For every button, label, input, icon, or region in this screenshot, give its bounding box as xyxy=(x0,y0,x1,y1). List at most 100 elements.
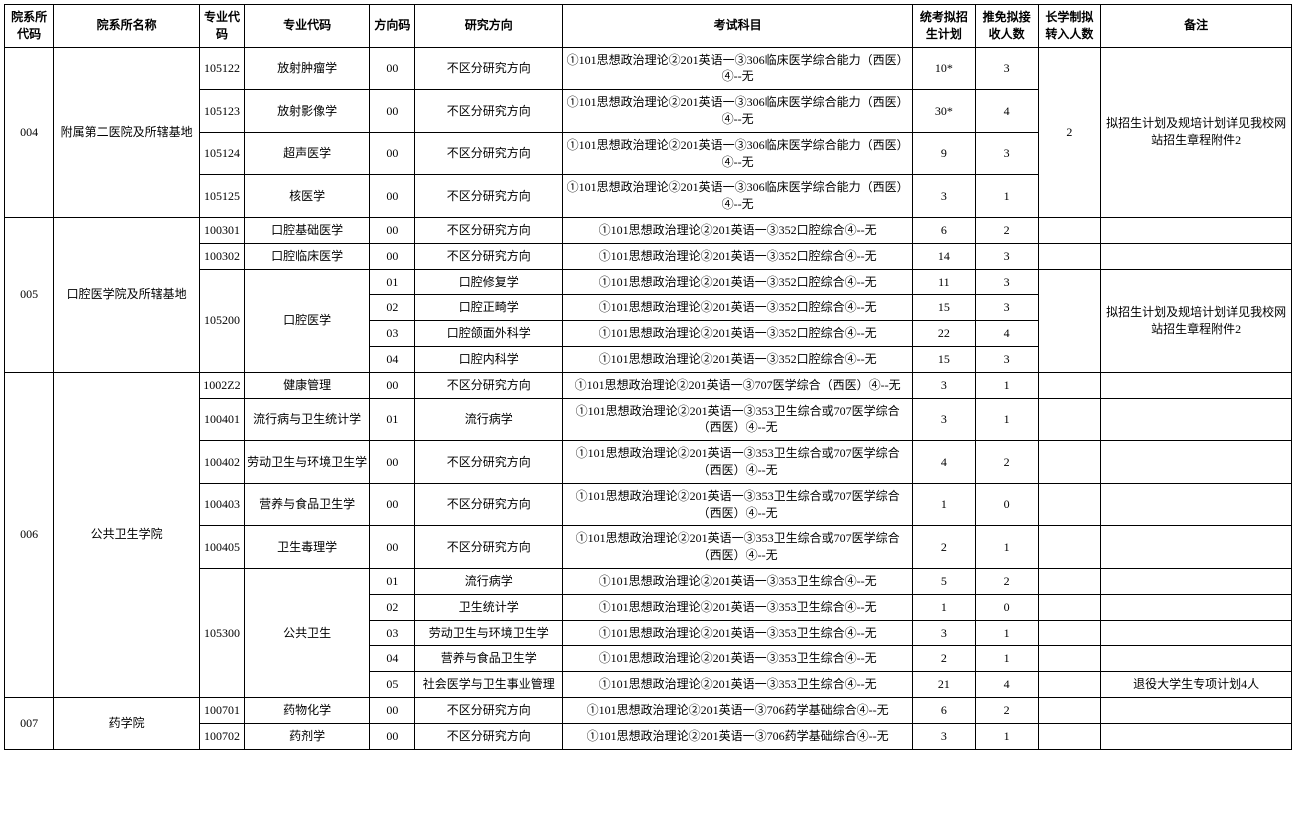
cell-plan2: 3 xyxy=(975,295,1038,321)
cell-major_code: 1002Z2 xyxy=(200,372,245,398)
cell-exam: ①101思想政治理论②201英语一③706药学基础综合④--无 xyxy=(563,697,913,723)
cell-plan2: 0 xyxy=(975,483,1038,526)
th-major-name: 专业代码 xyxy=(244,5,370,48)
th-dir-code: 方向码 xyxy=(370,5,415,48)
cell-major_name: 放射影像学 xyxy=(244,90,370,133)
cell-major_code: 100401 xyxy=(200,398,245,441)
cell-plan2: 4 xyxy=(975,321,1038,347)
cell-dept_name: 药学院 xyxy=(54,697,200,749)
cell-major_name: 核医学 xyxy=(244,175,370,218)
cell-plan1: 1 xyxy=(912,483,975,526)
table-body: 004附属第二医院及所辖基地105122放射肿瘤学00不区分研究方向①101思想… xyxy=(5,47,1292,749)
cell-plan3 xyxy=(1038,217,1101,243)
cell-dir_code: 00 xyxy=(370,441,415,484)
cell-dept_code: 007 xyxy=(5,697,54,749)
cell-dir_name: 流行病学 xyxy=(415,568,563,594)
cell-remark xyxy=(1101,697,1292,723)
cell-dir_code: 00 xyxy=(370,217,415,243)
cell-dir_name: 不区分研究方向 xyxy=(415,723,563,749)
cell-dir_code: 00 xyxy=(370,90,415,133)
cell-plan2: 1 xyxy=(975,175,1038,218)
cell-major_name: 口腔医学 xyxy=(244,269,370,372)
cell-dir_code: 02 xyxy=(370,295,415,321)
cell-major_code: 105200 xyxy=(200,269,245,372)
cell-exam: ①101思想政治理论②201英语一③352口腔综合④--无 xyxy=(563,243,913,269)
cell-dir_code: 00 xyxy=(370,697,415,723)
cell-exam: ①101思想政治理论②201英语一③306临床医学综合能力（西医）④--无 xyxy=(563,132,913,175)
cell-dir_code: 04 xyxy=(370,646,415,672)
cell-plan1: 5 xyxy=(912,568,975,594)
cell-plan1: 2 xyxy=(912,526,975,569)
cell-exam: ①101思想政治理论②201英语一③353卫生综合或707医学综合（西医）④--… xyxy=(563,526,913,569)
th-dept-name: 院系所名称 xyxy=(54,5,200,48)
th-plan3: 长学制拟转入人数 xyxy=(1038,5,1101,48)
cell-exam: ①101思想政治理论②201英语一③353卫生综合④--无 xyxy=(563,594,913,620)
cell-plan2: 2 xyxy=(975,441,1038,484)
cell-plan1: 3 xyxy=(912,175,975,218)
table-row: 004附属第二医院及所辖基地105122放射肿瘤学00不区分研究方向①101思想… xyxy=(5,47,1292,90)
cell-dir_name: 不区分研究方向 xyxy=(415,47,563,90)
cell-dir_name: 不区分研究方向 xyxy=(415,441,563,484)
cell-remark xyxy=(1101,594,1292,620)
th-dept-code: 院系所代码 xyxy=(5,5,54,48)
cell-exam: ①101思想政治理论②201英语一③353卫生综合④--无 xyxy=(563,646,913,672)
cell-plan2: 1 xyxy=(975,620,1038,646)
cell-remark xyxy=(1101,646,1292,672)
cell-exam: ①101思想政治理论②201英语一③352口腔综合④--无 xyxy=(563,321,913,347)
cell-plan2: 2 xyxy=(975,217,1038,243)
cell-plan3 xyxy=(1038,398,1101,441)
cell-major_code: 105300 xyxy=(200,568,245,697)
cell-plan3 xyxy=(1038,697,1101,723)
cell-dir_code: 01 xyxy=(370,568,415,594)
cell-dir_name: 不区分研究方向 xyxy=(415,90,563,133)
th-plan2: 推免拟接收人数 xyxy=(975,5,1038,48)
cell-major_name: 健康管理 xyxy=(244,372,370,398)
cell-dir_code: 00 xyxy=(370,526,415,569)
th-plan1: 统考拟招生计划 xyxy=(912,5,975,48)
cell-plan1: 6 xyxy=(912,697,975,723)
cell-exam: ①101思想政治理论②201英语一③306临床医学综合能力（西医）④--无 xyxy=(563,90,913,133)
cell-major_code: 105122 xyxy=(200,47,245,90)
cell-major_code: 100405 xyxy=(200,526,245,569)
cell-plan2: 3 xyxy=(975,269,1038,295)
cell-plan1: 6 xyxy=(912,217,975,243)
cell-dir_code: 00 xyxy=(370,47,415,90)
cell-plan1: 22 xyxy=(912,321,975,347)
cell-dept_name: 口腔医学院及所辖基地 xyxy=(54,217,200,372)
cell-remark xyxy=(1101,568,1292,594)
cell-major_name: 公共卫生 xyxy=(244,568,370,697)
cell-dir_name: 不区分研究方向 xyxy=(415,697,563,723)
cell-dir_code: 00 xyxy=(370,243,415,269)
cell-plan1: 11 xyxy=(912,269,975,295)
cell-exam: ①101思想政治理论②201英语一③353卫生综合④--无 xyxy=(563,568,913,594)
cell-major_code: 100402 xyxy=(200,441,245,484)
cell-exam: ①101思想政治理论②201英语一③352口腔综合④--无 xyxy=(563,346,913,372)
th-major-code: 专业代码 xyxy=(200,5,245,48)
cell-exam: ①101思想政治理论②201英语一③353卫生综合或707医学综合（西医）④--… xyxy=(563,441,913,484)
cell-major_code: 105123 xyxy=(200,90,245,133)
cell-plan2: 4 xyxy=(975,90,1038,133)
cell-plan2: 3 xyxy=(975,346,1038,372)
cell-major_code: 100701 xyxy=(200,697,245,723)
cell-plan1: 1 xyxy=(912,594,975,620)
cell-dir_code: 02 xyxy=(370,594,415,620)
cell-dir_code: 00 xyxy=(370,723,415,749)
cell-major_code: 100302 xyxy=(200,243,245,269)
cell-remark xyxy=(1101,441,1292,484)
cell-plan2: 1 xyxy=(975,646,1038,672)
cell-plan1: 4 xyxy=(912,441,975,484)
th-remark: 备注 xyxy=(1101,5,1292,48)
cell-major_name: 口腔临床医学 xyxy=(244,243,370,269)
cell-dir_name: 营养与食品卫生学 xyxy=(415,646,563,672)
cell-major_name: 药物化学 xyxy=(244,697,370,723)
cell-major_name: 流行病与卫生统计学 xyxy=(244,398,370,441)
cell-dir_code: 00 xyxy=(370,483,415,526)
cell-dir_name: 社会医学与卫生事业管理 xyxy=(415,672,563,698)
table-row: 005口腔医学院及所辖基地100301口腔基础医学00不区分研究方向①101思想… xyxy=(5,217,1292,243)
cell-plan3 xyxy=(1038,620,1101,646)
cell-major_name: 劳动卫生与环境卫生学 xyxy=(244,441,370,484)
cell-plan3 xyxy=(1038,526,1101,569)
cell-remark xyxy=(1101,398,1292,441)
cell-exam: ①101思想政治理论②201英语一③353卫生综合④--无 xyxy=(563,620,913,646)
cell-plan2: 2 xyxy=(975,697,1038,723)
